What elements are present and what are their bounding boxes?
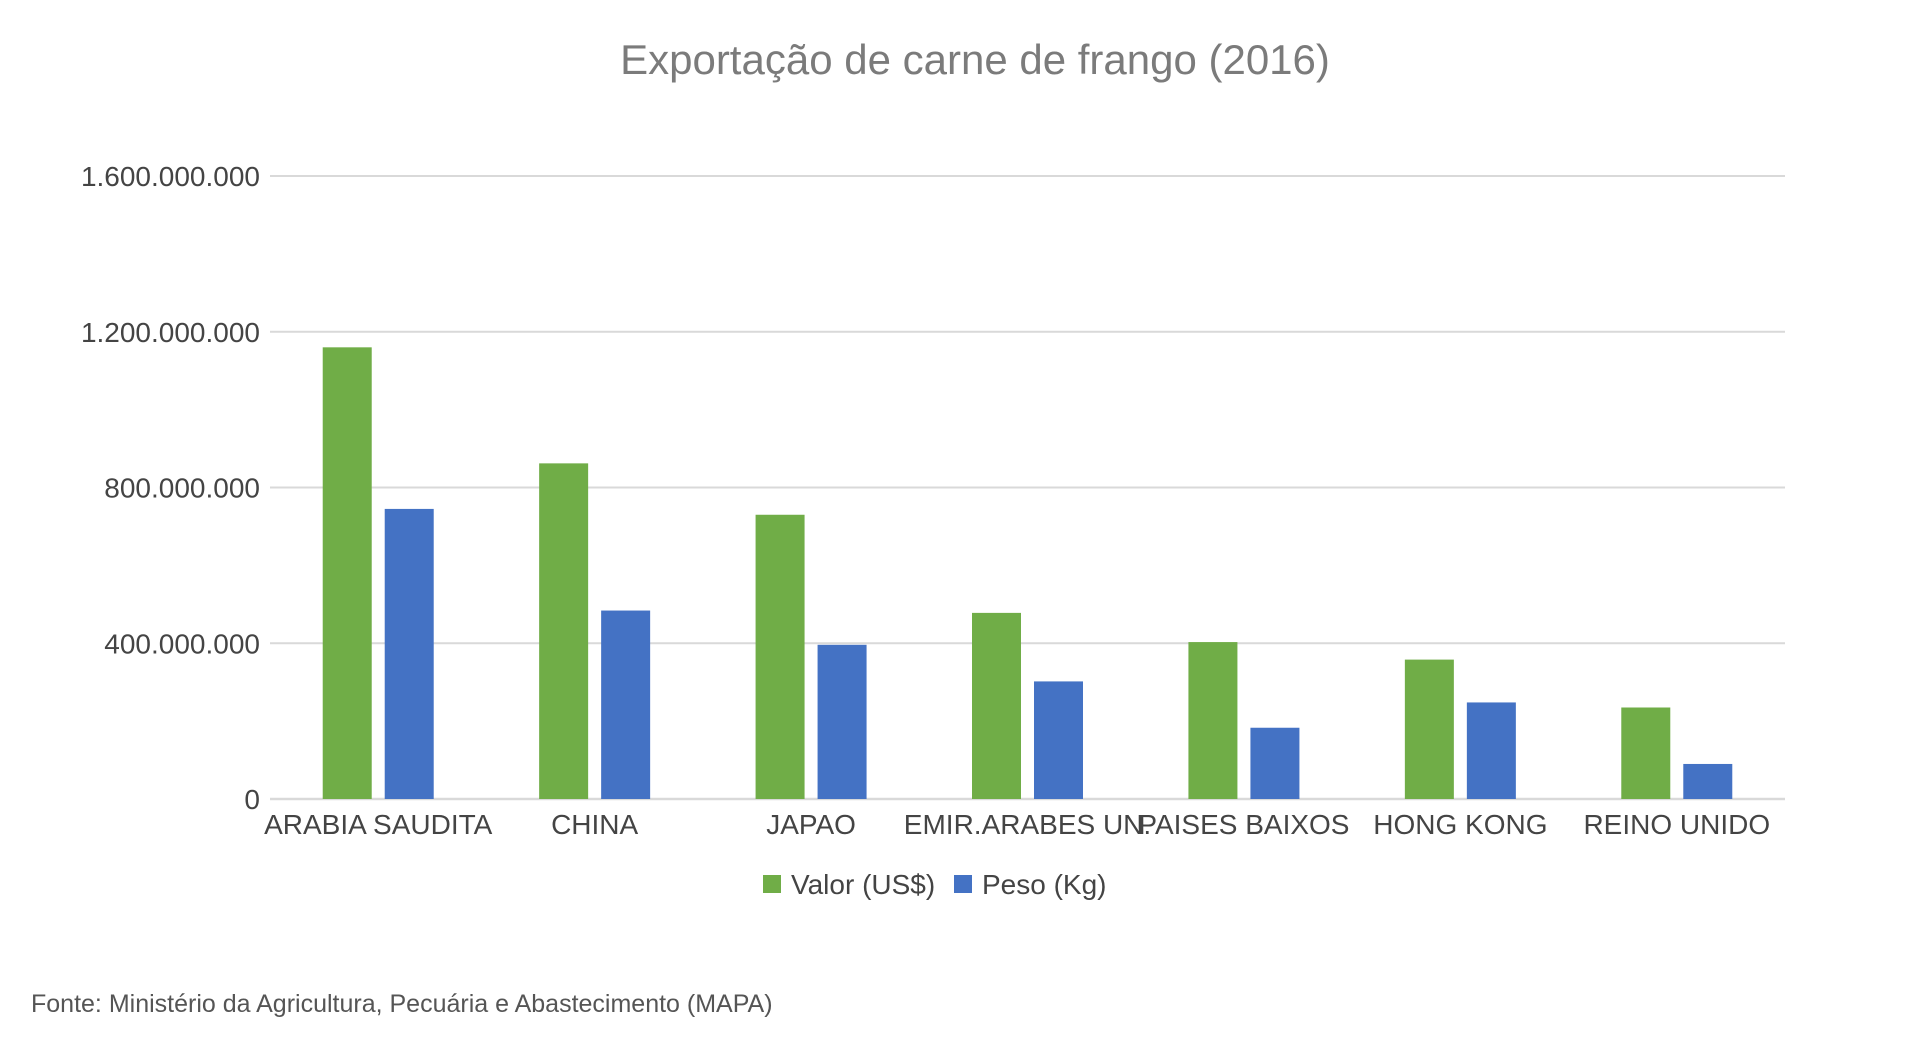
legend-swatch-valor	[763, 875, 781, 893]
y-tick-label: 0	[244, 784, 260, 815]
x-tick-label: HONG KONG	[1373, 809, 1547, 840]
chart-title: Exportação de carne de frango (2016)	[620, 36, 1330, 83]
bar-peso-2	[817, 644, 867, 799]
x-tick-label: JAPAO	[766, 809, 856, 840]
x-tick-label: EMIR.ARABES UN.	[904, 809, 1151, 840]
bar-valor-5	[1404, 659, 1454, 799]
bar-valor-4	[1188, 642, 1238, 799]
bar-peso-6	[1683, 763, 1733, 799]
y-tick-label: 800.000.000	[104, 473, 260, 504]
x-tick-label: CHINA	[551, 809, 638, 840]
x-tick-label: ARABIA SAUDITA	[264, 809, 493, 840]
gridlines	[270, 175, 1785, 801]
source-note: Fonte: Ministério da Agricultura, Pecuár…	[31, 990, 773, 1018]
legend-label-valor: Valor (US$)	[791, 869, 935, 900]
bar-valor-2	[755, 514, 805, 799]
legend-label-peso: Peso (Kg)	[982, 869, 1107, 900]
y-tick-label: 1.200.000.000	[81, 317, 260, 348]
legend: Valor (US$) Peso (Kg)	[763, 869, 1107, 900]
bar-valor-6	[1621, 707, 1671, 799]
bar-valor-0	[322, 347, 372, 799]
bar-peso-4	[1250, 727, 1300, 799]
x-axis-ticks: ARABIA SAUDITA CHINA JAPAO EMIR.ARABES UN.P…	[264, 809, 1770, 840]
x-tick-label: REINO UNIDO	[1583, 809, 1770, 840]
bars	[322, 347, 1733, 799]
bar-peso-5	[1466, 702, 1516, 799]
bar-peso-0	[384, 508, 434, 799]
x-tick-label: PAISES BAIXOS	[1138, 809, 1349, 840]
bar-valor-3	[972, 612, 1021, 799]
y-tick-label: 400.000.000	[104, 628, 260, 659]
legend-swatch-peso	[954, 875, 972, 893]
bar-peso-1	[601, 610, 651, 799]
bar-peso-3	[1034, 681, 1083, 799]
bar-valor-1	[539, 463, 589, 799]
y-tick-label: 1.600.000.000	[81, 161, 260, 192]
y-axis-ticks: 0 400.000.000 800.000.000 1.200.000.000 1.60…	[81, 161, 260, 815]
